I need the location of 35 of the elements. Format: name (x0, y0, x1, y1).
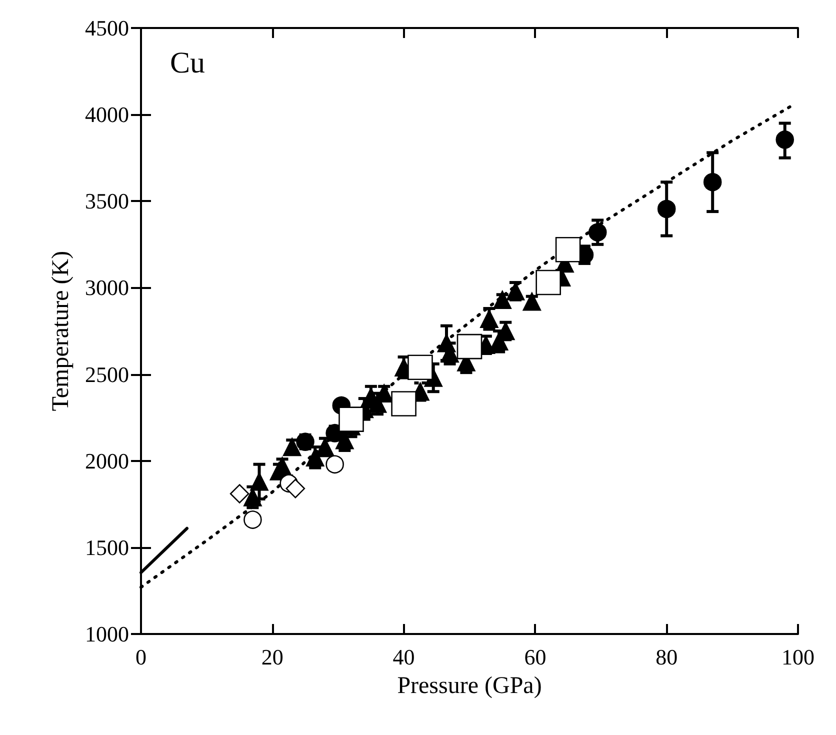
point (657, 200, 676, 218)
x-tick-label: 40 (392, 644, 415, 670)
x-tick-label: 100 (782, 644, 814, 670)
y-tick-label: 3000 (85, 275, 129, 300)
y-tick-label: 3500 (85, 188, 129, 214)
line-series (140, 104, 793, 589)
annotation: Cu (170, 46, 206, 80)
point (338, 406, 364, 432)
y-tick-label: 1500 (85, 534, 129, 560)
y-tick-label: 4000 (85, 102, 129, 128)
point (506, 282, 525, 300)
y-tick-label: 1000 (85, 622, 129, 646)
y-tick-label: 2000 (85, 448, 129, 474)
x-tick-label: 20 (261, 644, 284, 670)
point (282, 438, 302, 456)
point (326, 455, 344, 474)
point (456, 334, 482, 360)
y-tick-label: 4500 (85, 16, 129, 40)
point (522, 292, 542, 311)
point (230, 484, 250, 504)
point (588, 223, 607, 242)
point (536, 270, 561, 296)
y-tick-label: 2500 (85, 362, 129, 387)
x-tick-label: 0 (136, 644, 146, 670)
x-tick-label: 60 (524, 644, 546, 670)
x-tick-label: 80 (656, 644, 678, 670)
point (244, 510, 262, 529)
point (493, 290, 512, 309)
point (776, 130, 794, 149)
x-axis-title: Pressure (GPa) (397, 673, 542, 699)
point (703, 172, 722, 192)
y-axis-title: Temperature (K) (48, 250, 74, 412)
point (555, 236, 581, 262)
point (286, 478, 306, 498)
point (250, 472, 268, 491)
